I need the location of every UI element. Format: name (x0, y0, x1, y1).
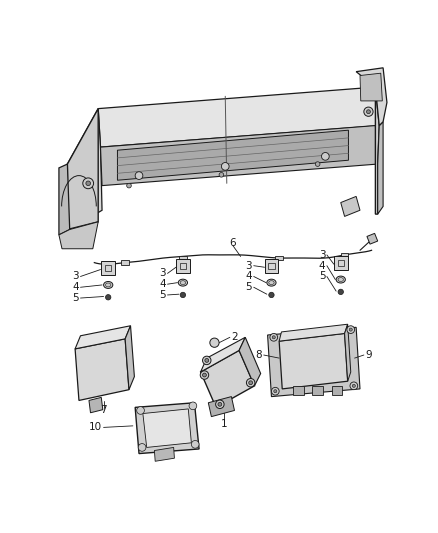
Polygon shape (345, 324, 351, 381)
Circle shape (349, 328, 352, 331)
Polygon shape (208, 397, 234, 417)
Polygon shape (75, 326, 131, 349)
Bar (341, 253, 349, 257)
Circle shape (219, 173, 224, 177)
Circle shape (83, 178, 94, 189)
Circle shape (272, 336, 276, 339)
Circle shape (352, 384, 355, 387)
Circle shape (350, 382, 358, 390)
Polygon shape (100, 126, 378, 185)
Text: 4: 4 (72, 282, 79, 292)
Text: 4: 4 (319, 261, 325, 271)
Circle shape (367, 110, 371, 114)
Polygon shape (75, 339, 129, 400)
Circle shape (210, 338, 219, 348)
Ellipse shape (178, 279, 187, 286)
Polygon shape (59, 222, 98, 249)
Circle shape (191, 440, 199, 448)
Circle shape (274, 390, 277, 393)
Circle shape (347, 326, 355, 334)
Circle shape (221, 163, 229, 170)
Polygon shape (176, 259, 190, 273)
Circle shape (200, 371, 208, 379)
Text: 3: 3 (319, 250, 325, 260)
Polygon shape (279, 334, 348, 389)
Text: 1: 1 (220, 419, 227, 429)
Circle shape (106, 295, 111, 300)
Polygon shape (268, 327, 360, 397)
Text: 4: 4 (159, 279, 166, 289)
Polygon shape (239, 337, 261, 386)
Text: 5: 5 (72, 293, 79, 303)
Text: 10: 10 (89, 422, 102, 432)
Circle shape (205, 359, 208, 362)
Circle shape (138, 443, 146, 451)
Polygon shape (356, 68, 387, 126)
Circle shape (135, 172, 143, 180)
Polygon shape (378, 122, 383, 214)
Polygon shape (125, 326, 134, 390)
Polygon shape (367, 233, 378, 244)
Circle shape (364, 107, 373, 116)
Circle shape (321, 152, 329, 160)
Text: 4: 4 (246, 271, 252, 281)
Bar (276, 256, 283, 260)
Circle shape (202, 373, 206, 377)
Circle shape (338, 289, 343, 295)
Circle shape (202, 356, 211, 365)
Ellipse shape (103, 281, 113, 288)
Text: 3: 3 (72, 271, 79, 281)
Polygon shape (279, 324, 348, 341)
Text: 7: 7 (100, 406, 107, 415)
Ellipse shape (336, 276, 346, 283)
Polygon shape (265, 259, 279, 273)
Circle shape (247, 378, 255, 387)
Circle shape (270, 334, 278, 341)
Circle shape (180, 292, 186, 297)
Polygon shape (117, 130, 349, 180)
Bar (121, 260, 129, 265)
Circle shape (215, 400, 224, 408)
Polygon shape (201, 337, 245, 372)
Text: 5: 5 (159, 290, 166, 300)
Text: 2: 2 (231, 332, 238, 342)
Bar (332, 386, 342, 395)
Circle shape (127, 183, 131, 188)
Polygon shape (201, 350, 254, 407)
Text: 3: 3 (159, 269, 166, 278)
Bar (312, 386, 323, 395)
Circle shape (315, 161, 320, 166)
Polygon shape (101, 261, 115, 275)
Bar (293, 386, 304, 395)
Text: 5: 5 (246, 282, 252, 292)
Text: 5: 5 (319, 271, 325, 281)
Polygon shape (375, 87, 379, 214)
Polygon shape (334, 256, 348, 270)
Bar (179, 256, 187, 260)
Polygon shape (135, 403, 199, 454)
Polygon shape (59, 164, 70, 235)
Polygon shape (67, 109, 102, 230)
Polygon shape (89, 398, 103, 413)
Circle shape (137, 407, 145, 414)
Text: 8: 8 (256, 350, 262, 360)
Circle shape (249, 381, 253, 385)
Circle shape (189, 402, 197, 410)
Text: 3: 3 (246, 261, 252, 271)
Text: 9: 9 (365, 350, 372, 360)
Circle shape (272, 387, 279, 395)
Ellipse shape (267, 279, 276, 286)
Text: 6: 6 (230, 238, 236, 248)
Polygon shape (98, 87, 379, 147)
Circle shape (86, 181, 91, 185)
Polygon shape (360, 73, 382, 101)
Circle shape (269, 292, 274, 297)
Circle shape (218, 402, 222, 406)
Polygon shape (67, 109, 98, 230)
Polygon shape (143, 409, 191, 447)
Polygon shape (155, 447, 174, 461)
Polygon shape (341, 196, 360, 216)
